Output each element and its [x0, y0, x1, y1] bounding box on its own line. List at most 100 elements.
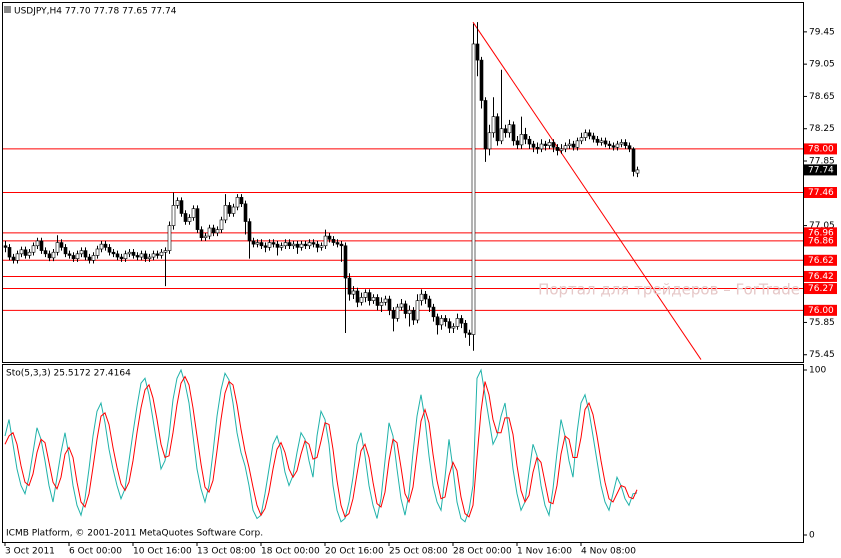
candle-body — [571, 143, 576, 148]
candle-body — [67, 253, 72, 256]
candle-body — [543, 143, 548, 146]
candle-body — [375, 297, 380, 306]
candle-body — [179, 200, 184, 214]
candle-body — [343, 245, 348, 279]
candle-body — [71, 255, 76, 259]
candle-body — [147, 256, 152, 259]
candle-body — [151, 253, 156, 258]
x-tick-label: 3 Oct 2011 — [5, 547, 55, 557]
candle-body — [271, 242, 276, 245]
candle-body — [519, 134, 524, 146]
candle-body — [43, 250, 48, 255]
candle-body — [91, 255, 96, 261]
candle-body — [523, 134, 528, 140]
candle-body — [551, 142, 556, 148]
candle-body — [595, 138, 600, 143]
candle-body — [419, 293, 424, 301]
candle-body — [467, 332, 472, 335]
candle-body — [303, 243, 308, 247]
candle-body — [615, 143, 620, 148]
candle-body — [599, 140, 604, 143]
candle-body — [223, 205, 228, 221]
candle-body — [299, 243, 304, 248]
candle-body — [243, 203, 248, 222]
x-tick-label: 25 Oct 08:00 — [389, 547, 448, 557]
x-tick-label: 13 Oct 08:00 — [197, 547, 256, 557]
plot-layer: 79.45 79.05 78.65 78.25 77.85 77.05 75.85 75.45… — [3, 21, 837, 557]
y-tick-label: 75.85 — [809, 318, 835, 328]
candle-body — [423, 293, 428, 300]
candle-body — [347, 277, 352, 295]
x-tick-label: 10 Oct 16:00 — [133, 547, 192, 557]
candle-body — [331, 239, 336, 243]
candle-body — [31, 245, 36, 253]
candle-body — [487, 132, 492, 150]
candle-body — [311, 242, 316, 245]
candle-body — [247, 221, 252, 242]
candle-body — [483, 100, 488, 150]
candle-body — [183, 213, 188, 222]
candle-body — [539, 143, 544, 150]
candle-body — [511, 124, 516, 142]
candle-body — [431, 306, 436, 318]
candle-body — [3, 245, 8, 248]
candle-body — [75, 253, 80, 259]
candle-body — [255, 242, 260, 245]
candle-body — [479, 59, 484, 101]
candle-body — [227, 205, 232, 214]
candle-body — [367, 292, 372, 301]
candle-body — [391, 310, 396, 319]
candle-body — [415, 300, 420, 321]
candle-body — [283, 242, 288, 247]
candle-body — [335, 242, 340, 245]
y-tick-label: 78.25 — [809, 124, 835, 134]
candle-body — [603, 140, 608, 145]
candle-body — [355, 290, 360, 303]
candle-body — [79, 250, 84, 255]
candle-body — [447, 321, 452, 329]
level-label: 76.62 — [808, 256, 834, 266]
candle-body — [411, 310, 416, 321]
level-label: 76.86 — [808, 236, 834, 246]
candle-body — [627, 145, 632, 150]
y-tick-label: 75.45 — [809, 350, 835, 360]
candle-body — [515, 140, 520, 146]
candle-body — [143, 253, 148, 259]
y-tick-label: 100 — [809, 366, 826, 376]
x-tick-label: 28 Oct 00:00 — [453, 547, 512, 557]
candle-body — [7, 247, 12, 258]
candle-body — [547, 142, 552, 146]
y-tick-label: 0 — [809, 531, 815, 541]
candle-body — [359, 297, 364, 303]
candle-body — [499, 128, 504, 142]
level-label: 76.96 — [808, 228, 834, 238]
candle-body — [163, 250, 168, 253]
watermark: Портал для трейдеров – ForTrade — [538, 281, 800, 299]
level-label: 77.46 — [808, 188, 834, 198]
footer: ICMB Platform, © 2001-2011 MetaQuotes So… — [6, 529, 263, 539]
candle-body — [115, 253, 120, 258]
candle-body — [407, 310, 412, 314]
candle-body — [351, 290, 356, 295]
candle-body — [315, 243, 320, 248]
candle-body — [587, 132, 592, 137]
candle-body — [583, 132, 588, 138]
candle-body — [135, 255, 140, 258]
candle-body — [159, 251, 164, 256]
candle-body — [327, 235, 332, 240]
candle-body — [535, 146, 540, 150]
candle-body — [555, 146, 560, 151]
candle-body — [55, 242, 60, 253]
x-tick-label: 1 Nov 16:00 — [517, 547, 572, 557]
candle-body — [339, 243, 344, 247]
candle-body — [139, 253, 144, 258]
candle-body — [435, 316, 440, 326]
candle-body — [575, 140, 580, 148]
candle-body — [379, 301, 384, 306]
candle-body — [23, 249, 28, 256]
candle-body — [395, 306, 400, 319]
candle-body — [631, 148, 636, 172]
symbol-icon — [4, 6, 11, 13]
level-label-box — [804, 283, 837, 295]
y-tick-label: 77.85 — [809, 157, 835, 167]
